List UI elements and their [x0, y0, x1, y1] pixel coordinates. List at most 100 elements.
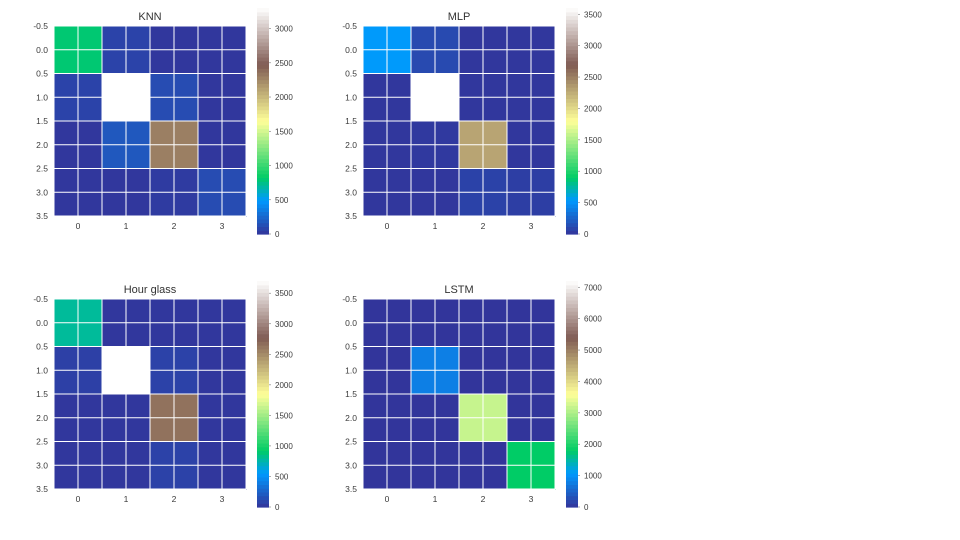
colorbar-segment — [566, 314, 578, 320]
colorbar-segment — [257, 337, 269, 342]
colorbar-segment — [566, 378, 578, 384]
colorbar-segment — [257, 19, 269, 24]
colorbar-tick-label: 3500 — [275, 289, 293, 298]
colorbar-segment — [566, 405, 578, 410]
colorbar-segment — [566, 367, 578, 372]
colorbar-segment — [257, 329, 269, 335]
y-tick-label: 3.5 — [36, 211, 48, 221]
colorbar-segment — [566, 333, 578, 339]
colorbar-segment — [566, 34, 578, 39]
colorbar-segment — [566, 132, 578, 137]
colorbar-segment — [566, 409, 578, 414]
y-tick-label: 0.5 — [345, 342, 357, 352]
colorbar-tick-label: 2500 — [275, 350, 293, 359]
colorbar-segment — [257, 34, 269, 39]
colorbar-segment — [257, 378, 269, 384]
colorbar-segment — [566, 109, 578, 115]
colorbar-segment — [566, 79, 578, 84]
colorbar-segment — [257, 162, 269, 167]
colorbar-tick-label: 500 — [275, 196, 289, 205]
colorbar-segment — [257, 292, 269, 297]
colorbar-segment — [566, 296, 578, 301]
y-tick-label: -0.5 — [33, 294, 48, 304]
colorbar-tick-label: 3000 — [275, 320, 293, 329]
colorbar-segment — [257, 128, 269, 133]
colorbar-segment — [257, 185, 269, 190]
colorbar-segment — [566, 476, 578, 482]
colorbar-tick-label: 0 — [275, 503, 280, 512]
colorbar-segment — [257, 495, 269, 501]
colorbar-segment — [566, 26, 578, 32]
x-tick-label: 1 — [124, 221, 129, 231]
colorbar-segment — [566, 45, 578, 51]
colorbar-segment — [566, 56, 578, 62]
x-tick-label: 3 — [529, 221, 534, 231]
colorbar-segment — [257, 484, 269, 489]
panel-title: LSTM — [444, 284, 473, 296]
colorbar-segment — [257, 166, 269, 171]
colorbar-segment — [257, 435, 269, 440]
colorbar-segment — [257, 79, 269, 84]
x-tick-label: 0 — [385, 221, 390, 231]
colorbar-segment — [566, 203, 578, 209]
y-tick-label: 0.0 — [36, 318, 48, 328]
colorbar-segment — [257, 211, 269, 216]
colorbar-segment — [566, 185, 578, 190]
y-tick-label: 0.0 — [36, 45, 48, 55]
colorbar-tick-label: 500 — [584, 199, 598, 208]
y-tick-label: 1.5 — [36, 116, 48, 126]
colorbar-segment — [566, 192, 578, 197]
colorbar-segment — [566, 386, 578, 391]
colorbar-segment — [257, 121, 269, 126]
colorbar-segment — [566, 23, 578, 28]
colorbar-segment — [566, 499, 578, 504]
colorbar-segment — [566, 151, 578, 156]
colorbar-segment — [257, 136, 269, 141]
y-tick-label: 1.0 — [36, 92, 48, 102]
colorbar-segment — [257, 169, 269, 175]
x-tick-label: 0 — [76, 494, 81, 504]
colorbar-segment — [257, 192, 269, 197]
colorbar-segment — [566, 416, 578, 421]
colorbar-segment — [566, 450, 578, 455]
colorbar-segment — [257, 296, 269, 301]
colorbar-segment — [566, 226, 578, 231]
colorbar-tick-label: 0 — [584, 230, 589, 239]
colorbar-segment — [257, 30, 269, 35]
colorbar-segment — [566, 72, 578, 77]
y-tick-label: 3.0 — [345, 460, 357, 470]
colorbar-segment — [566, 311, 578, 316]
y-tick-label: 1.5 — [36, 389, 48, 399]
colorbar-segment — [257, 480, 269, 485]
x-tick-label: 2 — [172, 221, 177, 231]
colorbar-segment — [566, 307, 578, 312]
x-tick-label: 2 — [481, 494, 486, 504]
colorbar-segment — [257, 409, 269, 414]
colorbar-tick-label: 6000 — [584, 315, 602, 324]
colorbar-segment — [566, 360, 578, 365]
y-tick-label: 1.0 — [345, 365, 357, 375]
colorbar-segment — [566, 30, 578, 35]
colorbar-tick-label: 1000 — [275, 442, 293, 451]
colorbar-segment — [566, 147, 578, 152]
colorbar-segment — [257, 173, 269, 179]
y-tick-label: 2.0 — [345, 413, 357, 423]
colorbar-segment — [566, 38, 578, 43]
y-tick-label: 0.5 — [36, 342, 48, 352]
colorbar-segment — [257, 207, 269, 212]
heatmap-panel-2: Hour glass -0.5 0.0 0.5 1.0 1.5 2.0 2.5 3.0 3.5 0 1… — [33, 281, 293, 512]
colorbar-segment — [257, 113, 269, 118]
colorbar-segment — [566, 397, 578, 403]
colorbar-segment — [257, 431, 269, 437]
colorbar-segment — [566, 162, 578, 167]
colorbar-segment — [257, 196, 269, 201]
colorbar-segment — [257, 288, 269, 293]
colorbar-segment — [257, 56, 269, 62]
colorbar-segment — [566, 427, 578, 433]
colorbar-segment — [257, 390, 269, 395]
y-tick-label: 0.0 — [345, 318, 357, 328]
colorbar-segment — [566, 169, 578, 175]
colorbar-segment — [566, 356, 578, 361]
colorbar-segment — [566, 124, 578, 130]
y-tick-label: 3.0 — [345, 187, 357, 197]
